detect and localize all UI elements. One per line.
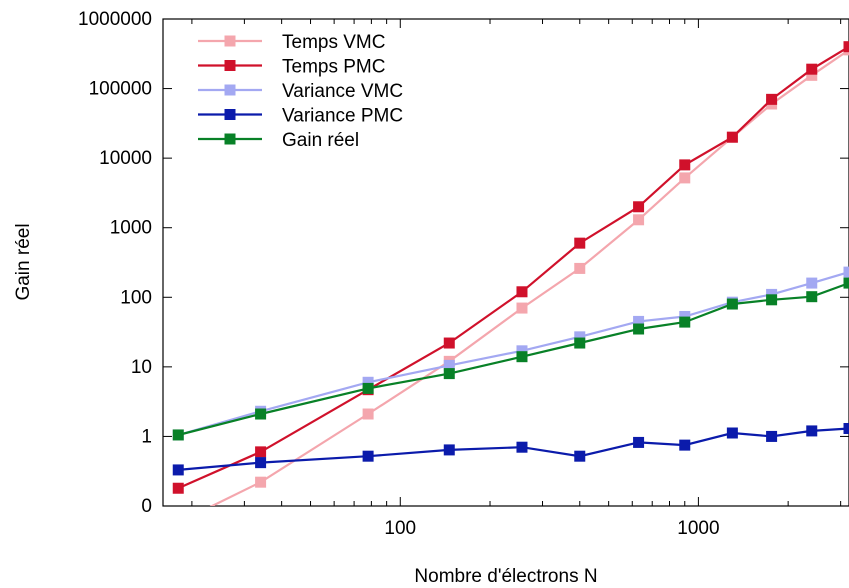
data-point-temps-vmc: [158, 525, 169, 536]
data-point-temps-pmc: [516, 286, 528, 298]
x-tick-label: 100: [384, 518, 416, 539]
data-point-gain-r-el: [172, 429, 184, 441]
data-point-variance-pmc: [362, 450, 374, 462]
y-tick-label: 1: [141, 426, 152, 447]
data-point-gain-r-el: [255, 408, 267, 420]
data-point-variance-vmc: [843, 266, 849, 278]
data-point-temps-pmc: [679, 159, 691, 171]
data-point-gain-r-el: [516, 351, 528, 363]
data-point-variance-pmc: [843, 423, 849, 435]
legend-label-temps-pmc: Temps PMC: [282, 57, 385, 78]
legend-marker-variance-pmc: [224, 109, 236, 120]
y-tick-label: 0: [141, 496, 152, 517]
data-point-gain-r-el: [843, 277, 849, 289]
data-point-variance-vmc: [574, 331, 586, 343]
series-line-temps-vmc: [209, 48, 849, 506]
data-point-variance-pmc: [766, 430, 778, 442]
data-point-variance-pmc: [172, 464, 184, 476]
data-point-temps-vmc: [679, 172, 691, 184]
data-point-variance-pmc: [255, 457, 267, 469]
data-point-temps-vmc: [633, 214, 645, 226]
legend-label-temps-vmc: Temps VMC: [282, 32, 385, 53]
data-point-variance-vmc: [516, 345, 528, 357]
data-point-temps-pmc: [574, 237, 586, 249]
data-point-variance-vmc: [633, 315, 645, 327]
data-point-variance-vmc: [362, 376, 374, 388]
y-tick-label: 1000000: [78, 9, 152, 30]
y-tick-label: 10: [131, 357, 152, 378]
data-point-gain-r-el: [806, 291, 818, 303]
data-point-temps-pmc: [806, 63, 818, 75]
data-point-temps-pmc: [633, 201, 645, 213]
axis-ticks: [163, 18, 849, 507]
data-point-temps-vmc: [806, 69, 818, 81]
data-point-variance-pmc: [574, 450, 586, 462]
legend-marker-temps-pmc: [224, 60, 236, 71]
legend: Temps VMC Temps PMC Variance VMC Variance P…: [198, 32, 403, 151]
data-point-variance-vmc: [443, 359, 455, 371]
legend-label-gain-r-el: Gain réel: [282, 130, 359, 151]
data-point-gain-r-el: [679, 316, 691, 328]
data-point-gain-r-el: [443, 368, 455, 380]
legend-marker-gain-r-el: [224, 133, 236, 145]
data-point-temps-pmc: [255, 446, 267, 458]
data-point-temps-vmc: [362, 408, 374, 420]
plot-frame: [162, 18, 849, 507]
data-point-gain-r-el: [574, 337, 586, 349]
data-point-temps-pmc: [766, 93, 778, 105]
data-point-variance-vmc: [679, 310, 691, 322]
y-axis-title: Gain réel: [13, 223, 34, 300]
data-point-temps-vmc: [516, 302, 528, 314]
legend-label-variance-pmc: Variance PMC: [282, 106, 403, 127]
x-tick-label: 1000: [677, 518, 719, 539]
data-point-temps-pmc: [172, 482, 184, 494]
y-tick-label: 100000: [89, 79, 152, 100]
y-tick-label: 1000: [110, 218, 152, 239]
series-line-variance-pmc: [178, 427, 849, 471]
data-point-variance-pmc: [679, 439, 691, 451]
data-point-temps-pmc: [726, 131, 738, 143]
legend-marker-variance-vmc: [224, 84, 236, 96]
data-point-temps-vmc: [255, 476, 267, 488]
data-point-gain-r-el: [362, 382, 374, 394]
data-point-gain-r-el: [633, 323, 645, 335]
legend-marker-temps-vmc: [224, 35, 236, 47]
data-point-variance-pmc: [726, 427, 738, 439]
data-point-variance-vmc: [806, 277, 818, 289]
y-tick-label: 100: [120, 287, 152, 308]
data-point-variance-pmc: [516, 441, 528, 453]
axis-tick-labels: 0 1 10 100 1000 10000 100000 1000000 100 1000: [78, 9, 720, 539]
data-point-gain-r-el: [766, 294, 778, 306]
x-axis-title: Nombre d'électrons N: [414, 566, 597, 587]
legend-label-variance-vmc: Variance VMC: [282, 81, 403, 102]
series-layer: [158, 41, 849, 536]
data-point-variance-pmc: [806, 425, 818, 437]
data-point-gain-r-el: [726, 298, 738, 310]
series-line-temps-pmc: [177, 45, 849, 490]
data-point-temps-pmc: [443, 337, 455, 349]
data-point-variance-pmc: [443, 444, 455, 456]
data-point-temps-vmc: [574, 262, 586, 274]
series-line-gain-r-el: [177, 282, 849, 437]
data-point-temps-pmc: [843, 41, 849, 53]
series-line-variance-vmc: [177, 271, 849, 437]
data-point-variance-pmc: [633, 436, 645, 448]
y-tick-label: 10000: [99, 148, 152, 169]
